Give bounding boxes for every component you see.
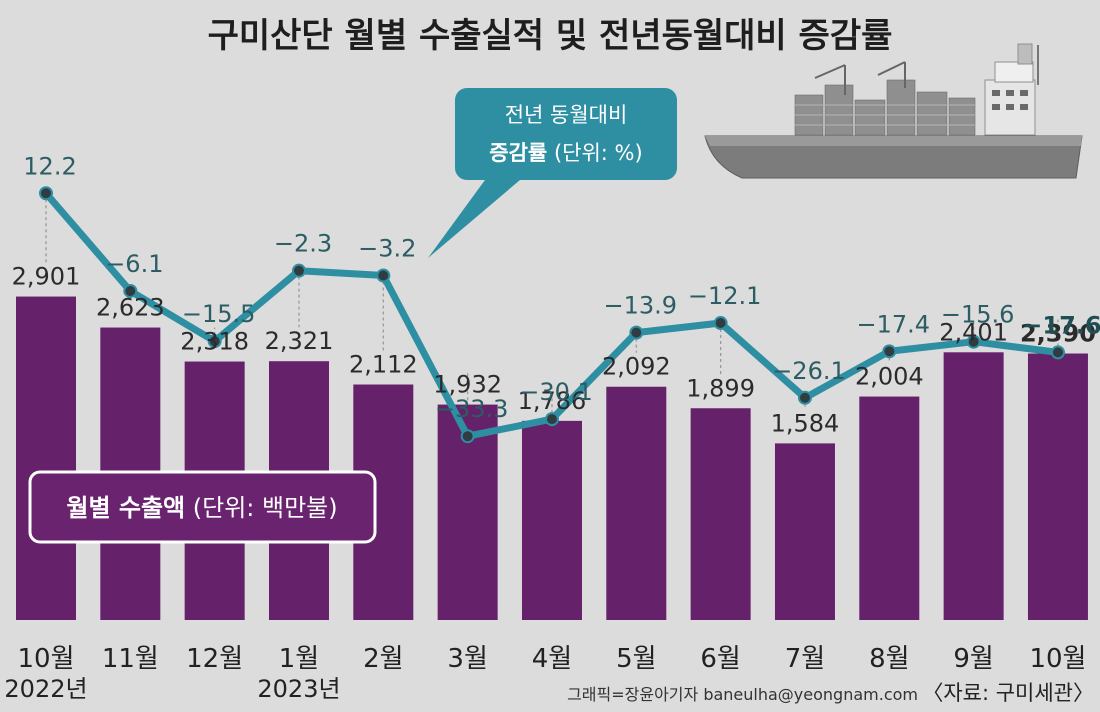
bar-legend: 월별 수출액 (단위: 백만불)	[28, 470, 377, 544]
bar-value-label: 2,318	[180, 328, 249, 356]
rate-value-label: −33.3	[435, 395, 509, 423]
bar-legend-text: 월별 수출액 (단위: 백만불)	[66, 494, 337, 522]
rate-point	[797, 390, 812, 405]
bar-value-label: 2,092	[602, 353, 671, 381]
rate-value-label: −15.6	[941, 301, 1015, 329]
rate-legend-line2: 증감률 (단위: %)	[489, 141, 642, 165]
bar	[521, 420, 582, 620]
bar-value-label: 1,932	[433, 371, 502, 399]
rate-legend-bold: 증감률	[489, 141, 547, 165]
source-label: 〈자료: 구미세관〉	[922, 681, 1094, 705]
rate-value-label: −26.1	[772, 357, 846, 385]
rate-value-labels: 12.2 −6.1 −15.5 −2.3 −3.2 −33.3 −30.1 −13.9 −12.…	[23, 152, 1100, 423]
rate-legend-callout: 전년 동월대비 증감률 (단위: %)	[428, 88, 677, 258]
chart-title: 구미산단 월별 수출실적 및 전년동월대비 증감률	[208, 16, 893, 56]
bar	[1027, 353, 1088, 620]
month-label: 1월	[279, 644, 319, 674]
bar-value-label: 1,584	[771, 409, 840, 437]
rate-point	[629, 325, 644, 340]
rate-point	[713, 316, 728, 331]
bar-value-label: 2,901	[12, 263, 81, 291]
container-ship-icon	[704, 43, 1083, 179]
bar-value-labels: 2,901 2,623 2,318 2,321 2,112 1,932 1,786 2,092…	[12, 263, 1096, 438]
bar	[859, 396, 920, 620]
bar-value-label: 2,321	[265, 327, 334, 355]
year-label: 2022년	[4, 675, 87, 703]
month-label: 3월	[447, 644, 487, 674]
bar-series	[16, 296, 1088, 620]
month-label: 2월	[363, 644, 403, 674]
rate-point	[291, 263, 306, 278]
rate-value-label: −3.2	[358, 234, 416, 262]
bar-value-label: 2,401	[939, 318, 1008, 346]
rate-point	[123, 283, 138, 298]
month-label: 10월	[17, 644, 74, 674]
bar	[606, 386, 667, 620]
month-label: 10월	[1029, 644, 1086, 674]
rate-value-label: −12.1	[688, 282, 762, 310]
month-label: 11월	[102, 644, 159, 674]
bar-value-label: 2,112	[349, 351, 418, 379]
year-labels: 2022년 2023년	[4, 675, 340, 703]
month-label: 9월	[953, 644, 993, 674]
bar	[943, 352, 1004, 620]
rate-value-label: −13.9	[604, 292, 678, 320]
rate-value-label: −17.4	[857, 310, 931, 338]
month-labels: 10월 11월 12월 1월 2월 3월 4월 5월 6월 7월 8월 9월 10월	[17, 644, 1086, 674]
month-label: 6월	[700, 644, 740, 674]
rate-value-label: −17.6	[1022, 311, 1100, 339]
rate-value-label: −30.1	[519, 378, 593, 406]
rate-point	[966, 334, 981, 349]
bar-value-label: 2,623	[96, 294, 165, 322]
rate-points	[39, 186, 1065, 444]
bar	[16, 296, 76, 620]
bar-value-label: 2,004	[855, 363, 924, 391]
rate-point	[1050, 345, 1065, 360]
rate-value-label: −6.1	[105, 250, 163, 278]
month-label: 5월	[616, 644, 656, 674]
bar-value-label: 2,390	[1020, 320, 1096, 348]
rate-point	[376, 268, 391, 283]
rate-legend-unit: (단위: %)	[554, 141, 643, 165]
month-label: 12월	[186, 644, 243, 674]
bar-legend-box	[28, 470, 377, 544]
month-label: 8월	[869, 644, 909, 674]
rate-point	[39, 186, 53, 201]
rate-point	[544, 412, 559, 427]
rate-value-label: −15.5	[182, 300, 256, 328]
year-label: 2023년	[257, 675, 340, 703]
bar-value-label: 1,786	[518, 387, 587, 415]
graphic-credit: 그래픽=장윤아기자 baneulha@yeongnam.com	[567, 685, 918, 704]
bar-legend-unit: (단위: 백만불)	[193, 494, 338, 522]
rate-point	[460, 429, 475, 444]
bar	[690, 408, 751, 620]
month-label: 4월	[532, 644, 572, 674]
rate-legend-box	[455, 88, 677, 180]
month-label: 7월	[785, 644, 825, 674]
bar	[774, 443, 835, 620]
bar-legend-bold: 월별 수출액	[66, 494, 185, 522]
rate-point	[207, 334, 222, 349]
rate-point	[882, 344, 897, 359]
rate-value-label: −2.3	[274, 230, 332, 258]
bar-value-label: 1,899	[686, 374, 755, 402]
rate-value-label: 12.2	[23, 152, 76, 180]
callout-pointer	[428, 180, 520, 258]
rate-legend-line1: 전년 동월대비	[505, 103, 628, 127]
